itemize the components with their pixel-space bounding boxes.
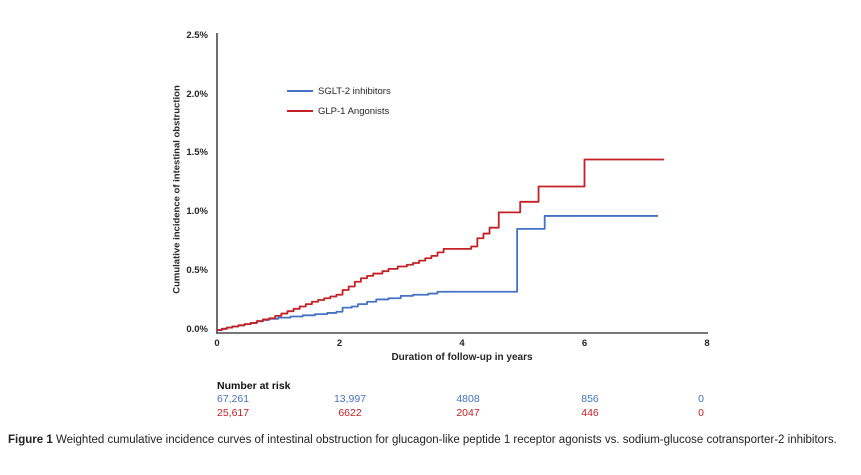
x-axis-title: Duration of follow-up in years <box>391 352 533 363</box>
y-tick-2-0: 2.0% <box>186 89 208 100</box>
glp1-line-swatch <box>287 110 313 112</box>
figure-caption-label: Figure 1 <box>8 434 53 446</box>
x-tick-4: 4 <box>459 338 465 349</box>
risk-sglt2-y8: 0 <box>698 393 704 405</box>
legend: SGLT-2 inhibitors GLP-1 Angonists <box>287 84 391 124</box>
risk-glp1-y2: 6622 <box>338 407 362 419</box>
risk-glp1-y8: 0 <box>698 407 704 419</box>
risk-sglt2-y2: 13,997 <box>333 393 367 405</box>
legend-item-glp1: GLP-1 Angonists <box>287 104 391 118</box>
y-tick-2-5: 2.5% <box>186 30 208 41</box>
legend-label-glp1: GLP-1 Angonists <box>318 105 390 117</box>
risk-glp1-y0: 25,617 <box>217 407 250 419</box>
figure-caption-text: Weighted cumulative incidence curves of … <box>55 434 837 446</box>
y-tick-1-5: 1.5% <box>186 147 208 158</box>
sglt2-line-swatch <box>287 90 313 92</box>
glp1-curve <box>217 158 665 331</box>
legend-item-sglt2: SGLT-2 inhibitors <box>287 84 391 98</box>
figure-caption: Figure 1 Weighted cumulative incidence c… <box>8 433 840 449</box>
risk-sglt2-y0: 67,261 <box>217 393 250 405</box>
y-tick-0-5: 0.5% <box>186 265 208 276</box>
risk-glp1-y6: 446 <box>581 407 599 419</box>
risk-sglt2-y4: 4808 <box>456 393 480 405</box>
x-tick-0: 0 <box>214 338 220 349</box>
legend-label-sglt2: SGLT-2 inhibitors <box>318 85 391 97</box>
risk-table-header: Number at risk <box>217 380 291 392</box>
x-tick-6: 6 <box>581 338 588 349</box>
y-tick-0-0: 0.0% <box>186 324 208 335</box>
y-axis-title: Cumulative incidence of intestinal obstr… <box>171 85 183 294</box>
risk-sglt2-y6: 856 <box>581 393 599 405</box>
risk-glp1-y4: 2047 <box>456 407 480 419</box>
x-tick-8: 8 <box>704 338 710 349</box>
y-tick-1-0: 1.0% <box>186 206 208 217</box>
x-tick-2: 2 <box>336 338 343 349</box>
